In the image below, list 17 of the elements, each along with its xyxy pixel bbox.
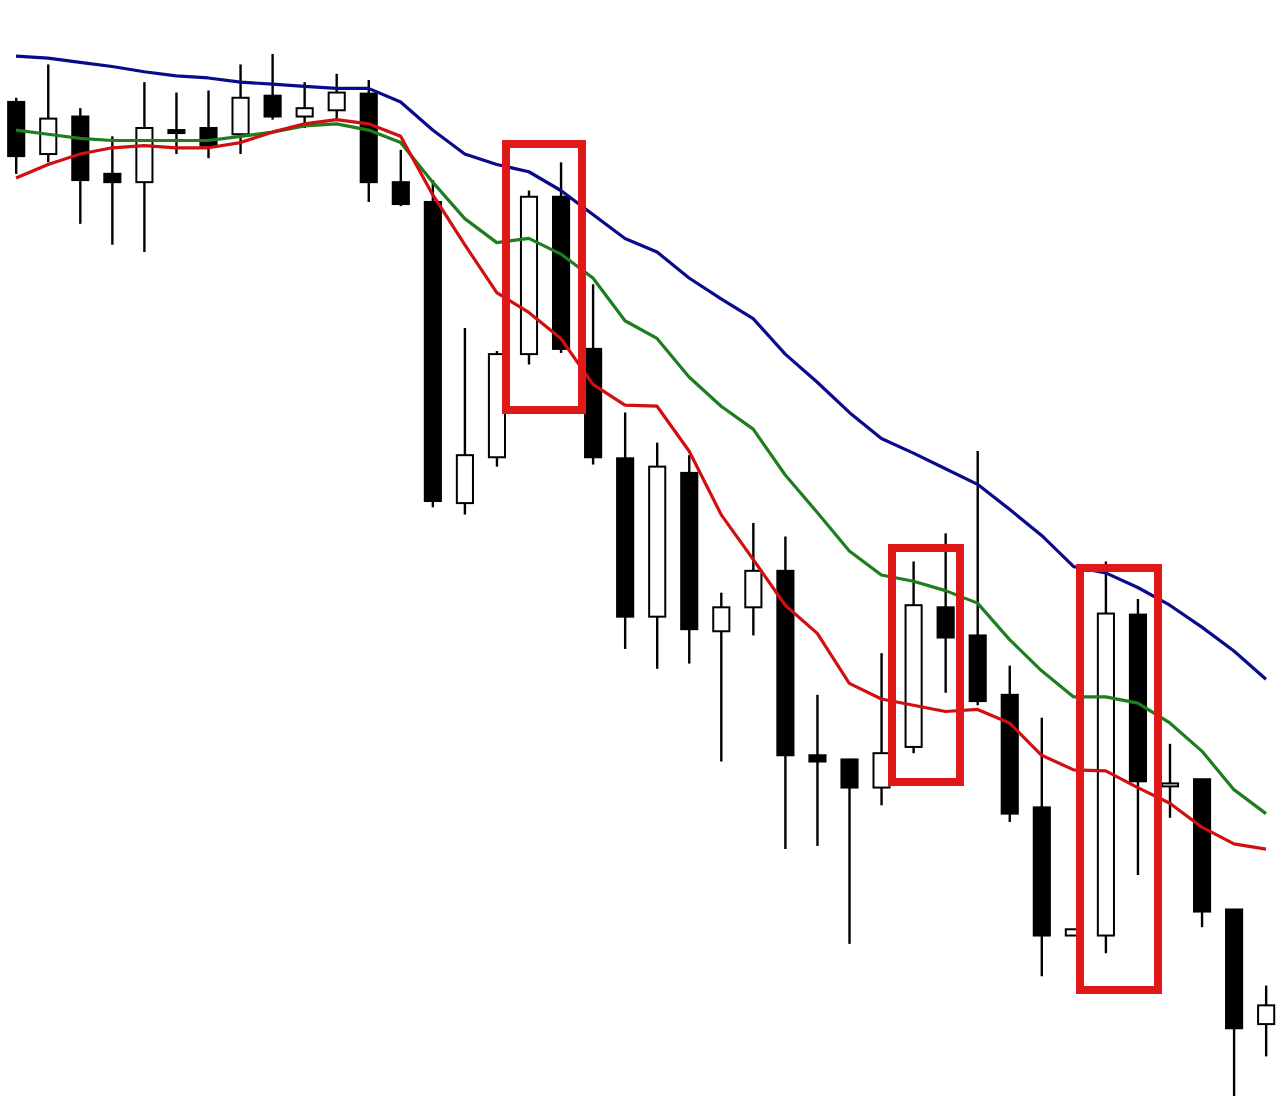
candlestick xyxy=(391,148,410,208)
candlestick xyxy=(263,54,282,121)
candlestick xyxy=(840,758,859,946)
candlestick xyxy=(103,135,122,246)
candlestick xyxy=(936,532,955,694)
candlestick xyxy=(1257,984,1276,1058)
candlestick xyxy=(39,63,58,164)
candlestick xyxy=(744,521,763,637)
candlestick xyxy=(327,72,346,121)
candlestick xyxy=(1160,742,1180,819)
candlestick xyxy=(872,651,891,807)
candlestick xyxy=(167,91,186,156)
candlestick xyxy=(808,693,827,848)
candlestick xyxy=(712,591,731,763)
candlestick xyxy=(455,326,474,516)
candlestick xyxy=(231,63,250,156)
candlestick xyxy=(295,80,314,130)
